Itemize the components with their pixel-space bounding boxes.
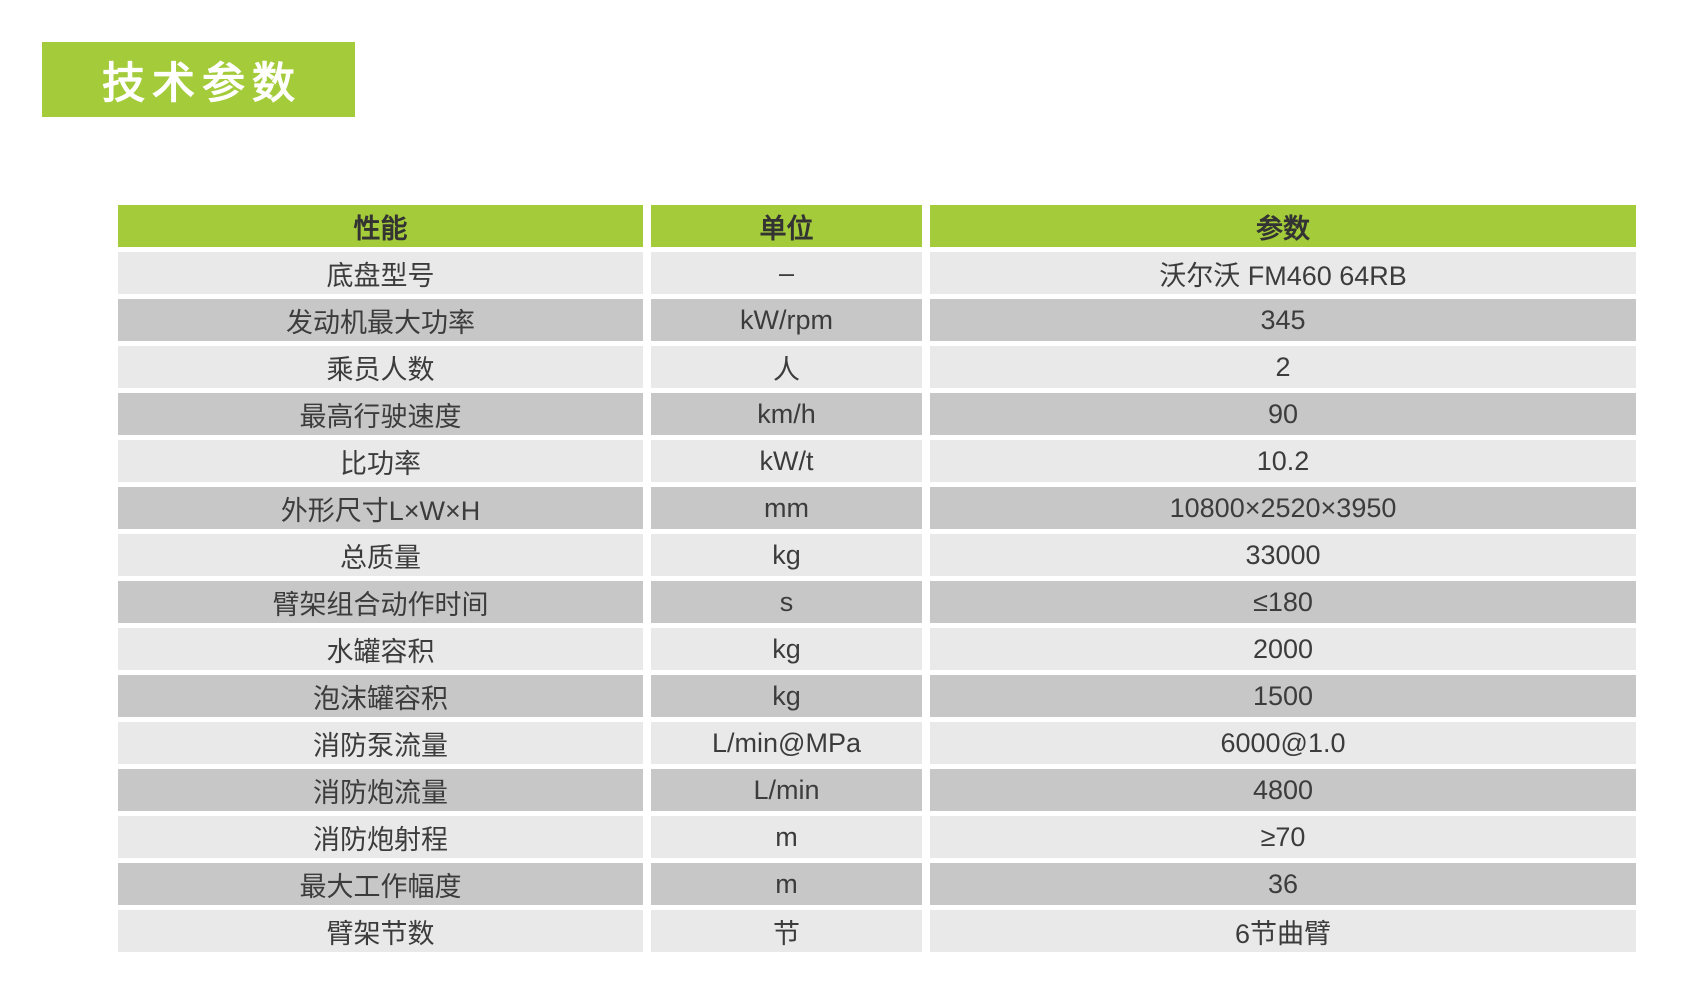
spec-value-cell: 2: [930, 346, 1636, 388]
spec-value-cell: ≥70: [930, 816, 1636, 858]
spec-unit-cell: m: [651, 863, 922, 905]
spec-unit-cell: 节: [651, 910, 922, 952]
spec-name-cell: 最大工作幅度: [118, 863, 643, 905]
spec-name-cell: 最高行驶速度: [118, 393, 643, 435]
spec-value-cell: 10.2: [930, 440, 1636, 482]
column-header-performance: 性能: [118, 205, 643, 247]
spec-unit-cell: kg: [651, 675, 922, 717]
column-header-unit: 单位: [651, 205, 922, 247]
table-row: 臂架节数 节 6节曲臂: [118, 910, 1636, 952]
spec-name-cell: 比功率: [118, 440, 643, 482]
spec-name-cell: 水罐容积: [118, 628, 643, 670]
spec-value-cell: 345: [930, 299, 1636, 341]
spec-value-cell: 6节曲臂: [930, 910, 1636, 952]
spec-value-cell: 1500: [930, 675, 1636, 717]
table-row: 泡沫罐容积 kg 1500: [118, 675, 1636, 717]
spec-name-cell: 消防炮射程: [118, 816, 643, 858]
spec-unit-cell: km/h: [651, 393, 922, 435]
spec-value-cell: 6000@1.0: [930, 722, 1636, 764]
spec-name-cell: 臂架组合动作时间: [118, 581, 643, 623]
spec-value-cell: ≤180: [930, 581, 1636, 623]
table-row: 底盘型号 – 沃尔沃 FM460 64RB: [118, 252, 1636, 294]
table-row: 总质量 kg 33000: [118, 534, 1636, 576]
spec-name-cell: 外形尺寸L×W×H: [118, 487, 643, 529]
spec-value-cell: 10800×2520×3950: [930, 487, 1636, 529]
column-header-parameter: 参数: [930, 205, 1636, 247]
table-row: 乘员人数 人 2: [118, 346, 1636, 388]
table-row: 消防炮射程 m ≥70: [118, 816, 1636, 858]
table-row: 发动机最大功率 kW/rpm 345: [118, 299, 1636, 341]
spec-name-cell: 臂架节数: [118, 910, 643, 952]
spec-unit-cell: m: [651, 816, 922, 858]
spec-unit-cell: kW/rpm: [651, 299, 922, 341]
table-row: 消防炮流量 L/min 4800: [118, 769, 1636, 811]
spec-unit-cell: L/min: [651, 769, 922, 811]
table-row: 外形尺寸L×W×H mm 10800×2520×3950: [118, 487, 1636, 529]
spec-name-cell: 泡沫罐容积: [118, 675, 643, 717]
page-title: 技术参数: [102, 59, 302, 108]
table-row: 最大工作幅度 m 36: [118, 863, 1636, 905]
spec-unit-cell: L/min@MPa: [651, 722, 922, 764]
spec-value-cell: 33000: [930, 534, 1636, 576]
spec-name-cell: 消防泵流量: [118, 722, 643, 764]
table-row: 比功率 kW/t 10.2: [118, 440, 1636, 482]
spec-unit-cell: kg: [651, 628, 922, 670]
spec-name-cell: 乘员人数: [118, 346, 643, 388]
spec-name-cell: 消防炮流量: [118, 769, 643, 811]
table-row: 消防泵流量 L/min@MPa 6000@1.0: [118, 722, 1636, 764]
spec-unit-cell: –: [651, 252, 922, 294]
table-row: 最高行驶速度 km/h 90: [118, 393, 1636, 435]
spec-unit-cell: s: [651, 581, 922, 623]
spec-unit-cell: 人: [651, 346, 922, 388]
spec-table-container: 性能 单位 参数 底盘型号 – 沃尔沃 FM460 64RB 发动机最大功率 k…: [110, 200, 1644, 957]
spec-value-cell: 沃尔沃 FM460 64RB: [930, 252, 1636, 294]
spec-unit-cell: mm: [651, 487, 922, 529]
table-header-row: 性能 单位 参数: [118, 205, 1636, 247]
table-row: 臂架组合动作时间 s ≤180: [118, 581, 1636, 623]
spec-name-cell: 底盘型号: [118, 252, 643, 294]
spec-name-cell: 发动机最大功率: [118, 299, 643, 341]
spec-value-cell: 2000: [930, 628, 1636, 670]
spec-name-cell: 总质量: [118, 534, 643, 576]
spec-value-cell: 36: [930, 863, 1636, 905]
spec-value-cell: 4800: [930, 769, 1636, 811]
spec-unit-cell: kg: [651, 534, 922, 576]
spec-unit-cell: kW/t: [651, 440, 922, 482]
title-block: 技术参数: [42, 42, 355, 117]
spec-value-cell: 90: [930, 393, 1636, 435]
table-row: 水罐容积 kg 2000: [118, 628, 1636, 670]
spec-table: 性能 单位 参数 底盘型号 – 沃尔沃 FM460 64RB 发动机最大功率 k…: [110, 200, 1644, 957]
